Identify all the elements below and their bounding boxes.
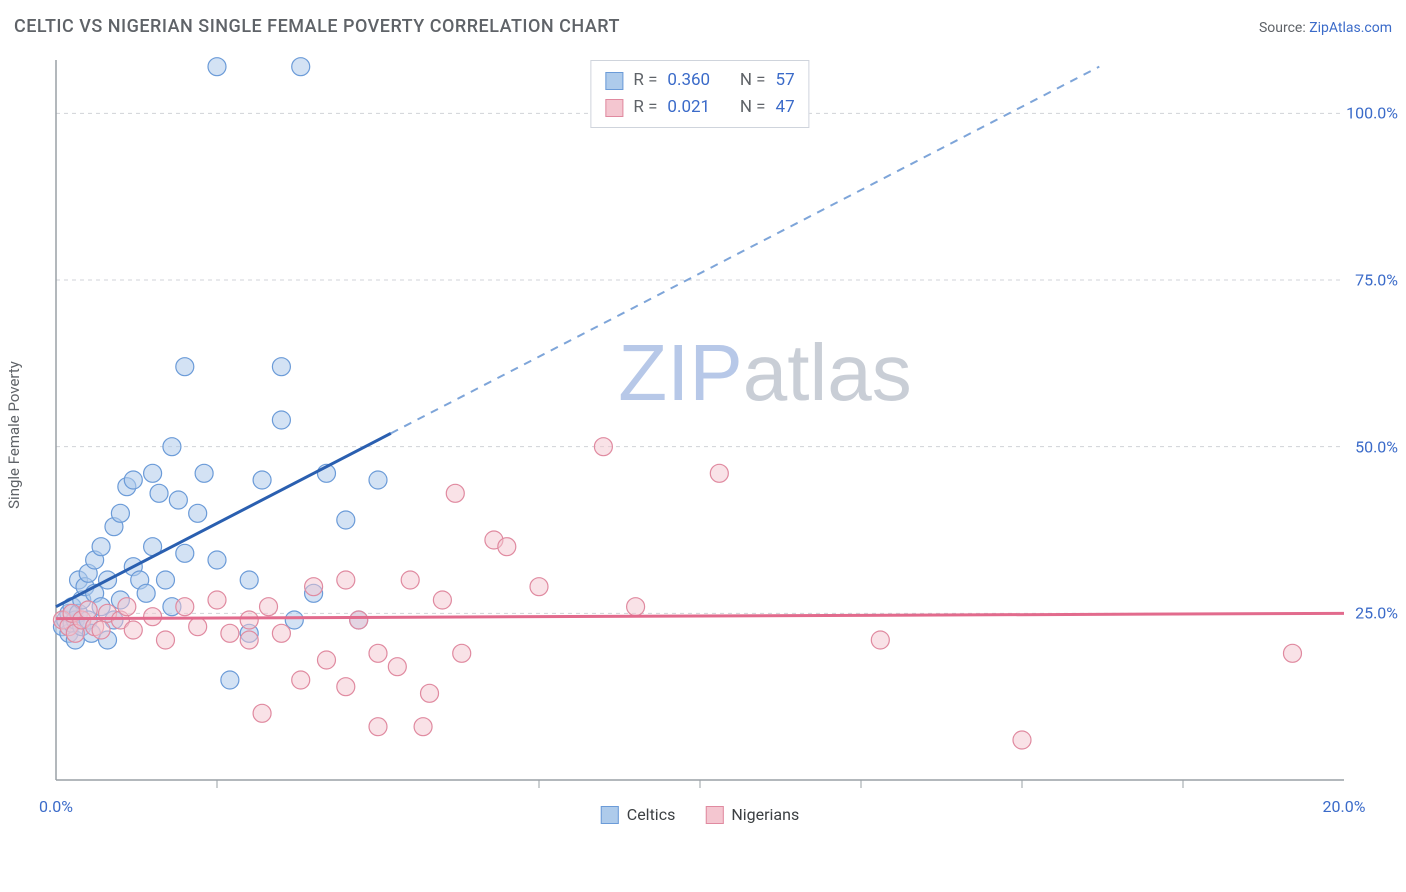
legend-r-value: 0.021 [667, 94, 721, 121]
x-tick-label: 20.0% [1323, 797, 1366, 816]
x-tick-label: 0.0% [39, 797, 73, 816]
legend-n-label: N = [731, 94, 765, 121]
legend-label: Nigerians [731, 805, 799, 824]
legend-n-value: 47 [776, 94, 795, 121]
legend-item: Celtics [601, 805, 676, 824]
legend-swatch [605, 72, 623, 90]
legend-stats-row: R = 0.021 N = 47 [605, 94, 794, 121]
legend-item: Nigerians [705, 805, 799, 824]
chart-title: CELTIC VS NIGERIAN SINGLE FEMALE POVERTY… [14, 16, 620, 37]
source-link[interactable]: ZipAtlas.com [1309, 20, 1392, 36]
legend-n-label: N = [731, 67, 765, 94]
y-tick-label: 25.0% [1355, 604, 1398, 623]
legend-label: Celtics [627, 805, 676, 824]
legend-r-label: R = [633, 67, 657, 94]
legend-swatch [705, 806, 723, 824]
source-label: Source: [1259, 20, 1309, 36]
chart-area: Single Female Poverty ZIPatlas R =0.360 … [50, 50, 1350, 820]
chart-header: CELTIC VS NIGERIAN SINGLE FEMALE POVERTY… [14, 16, 1392, 37]
legend-r-label: R = [633, 94, 657, 121]
legend-r-value: 0.360 [667, 67, 721, 94]
y-tick-label: 75.0% [1355, 271, 1398, 290]
legend-stats-row: R = 0.360 N = 57 [605, 67, 794, 94]
y-tick-label: 50.0% [1355, 437, 1398, 456]
legend-n-value: 57 [776, 67, 795, 94]
y-axis-label: Single Female Poverty [5, 361, 23, 509]
scatter-plot [50, 50, 1350, 820]
legend-bottom: Celtics Nigerians [601, 805, 799, 824]
source-attribution: Source: ZipAtlas.com [1259, 20, 1392, 36]
legend-stats-box: R = 0.360 N = 57 R = 0.021 N = 47 [590, 60, 809, 128]
legend-swatch [605, 99, 623, 117]
legend-swatch [601, 806, 619, 824]
y-tick-label: 100.0% [1346, 104, 1398, 123]
